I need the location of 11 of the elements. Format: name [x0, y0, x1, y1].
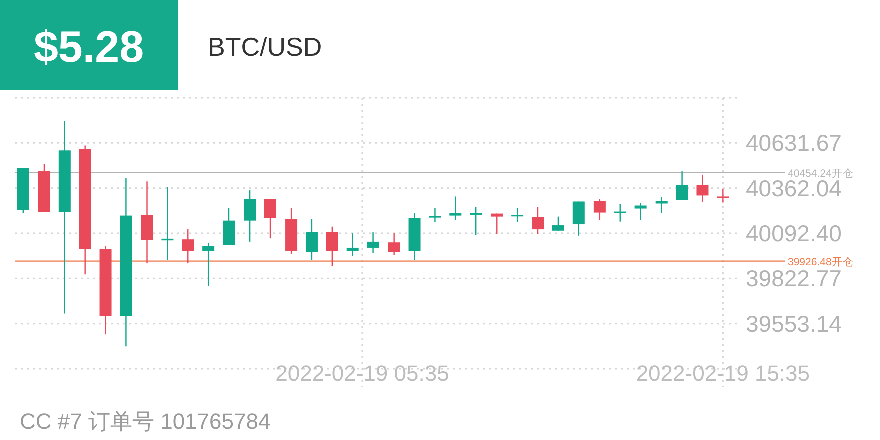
x-tick-label: 2022-02-19 05:35: [276, 361, 450, 386]
y-tick-label: 40631.67: [746, 130, 842, 156]
y-tick-label: 39553.14: [746, 310, 842, 337]
y-tick-label: 39822.77: [746, 266, 842, 292]
y-tick-label: 40092.40: [746, 220, 842, 246]
ref-line-label: 39926.48开仓: [788, 256, 854, 268]
text: CC #7 订单号 101765784: [20, 409, 271, 434]
chart-title: $5.28: [34, 23, 144, 72]
x-tick-label: 2022-02-19 15:35: [636, 361, 810, 386]
ref-line-label: 40454.24开仓: [788, 168, 854, 180]
chart-subtitle: BTC/USD: [208, 32, 322, 62]
